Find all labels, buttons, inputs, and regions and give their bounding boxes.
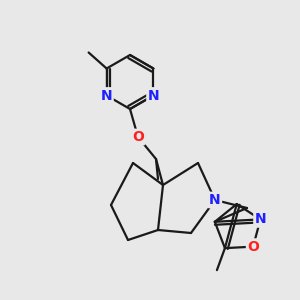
Text: N: N [148,88,159,103]
Text: N: N [209,193,221,207]
Text: N: N [255,212,266,226]
Text: O: O [132,130,144,144]
Text: O: O [247,240,259,254]
Text: N: N [101,88,112,103]
